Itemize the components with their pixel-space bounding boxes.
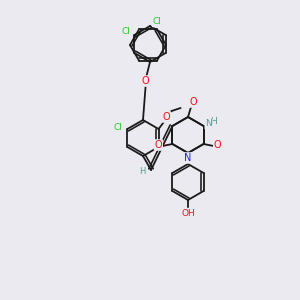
- Text: O: O: [141, 76, 149, 86]
- Text: O: O: [154, 140, 162, 150]
- Text: H: H: [210, 118, 217, 127]
- Text: N: N: [184, 153, 192, 163]
- Text: OH: OH: [181, 208, 195, 217]
- Text: Cl: Cl: [122, 28, 131, 37]
- Text: O: O: [214, 140, 221, 150]
- Text: H: H: [139, 167, 145, 176]
- Text: O: O: [189, 97, 197, 107]
- Text: O: O: [163, 112, 170, 122]
- Text: N: N: [205, 119, 212, 128]
- Text: Cl: Cl: [114, 122, 123, 131]
- Text: Cl: Cl: [153, 17, 161, 26]
